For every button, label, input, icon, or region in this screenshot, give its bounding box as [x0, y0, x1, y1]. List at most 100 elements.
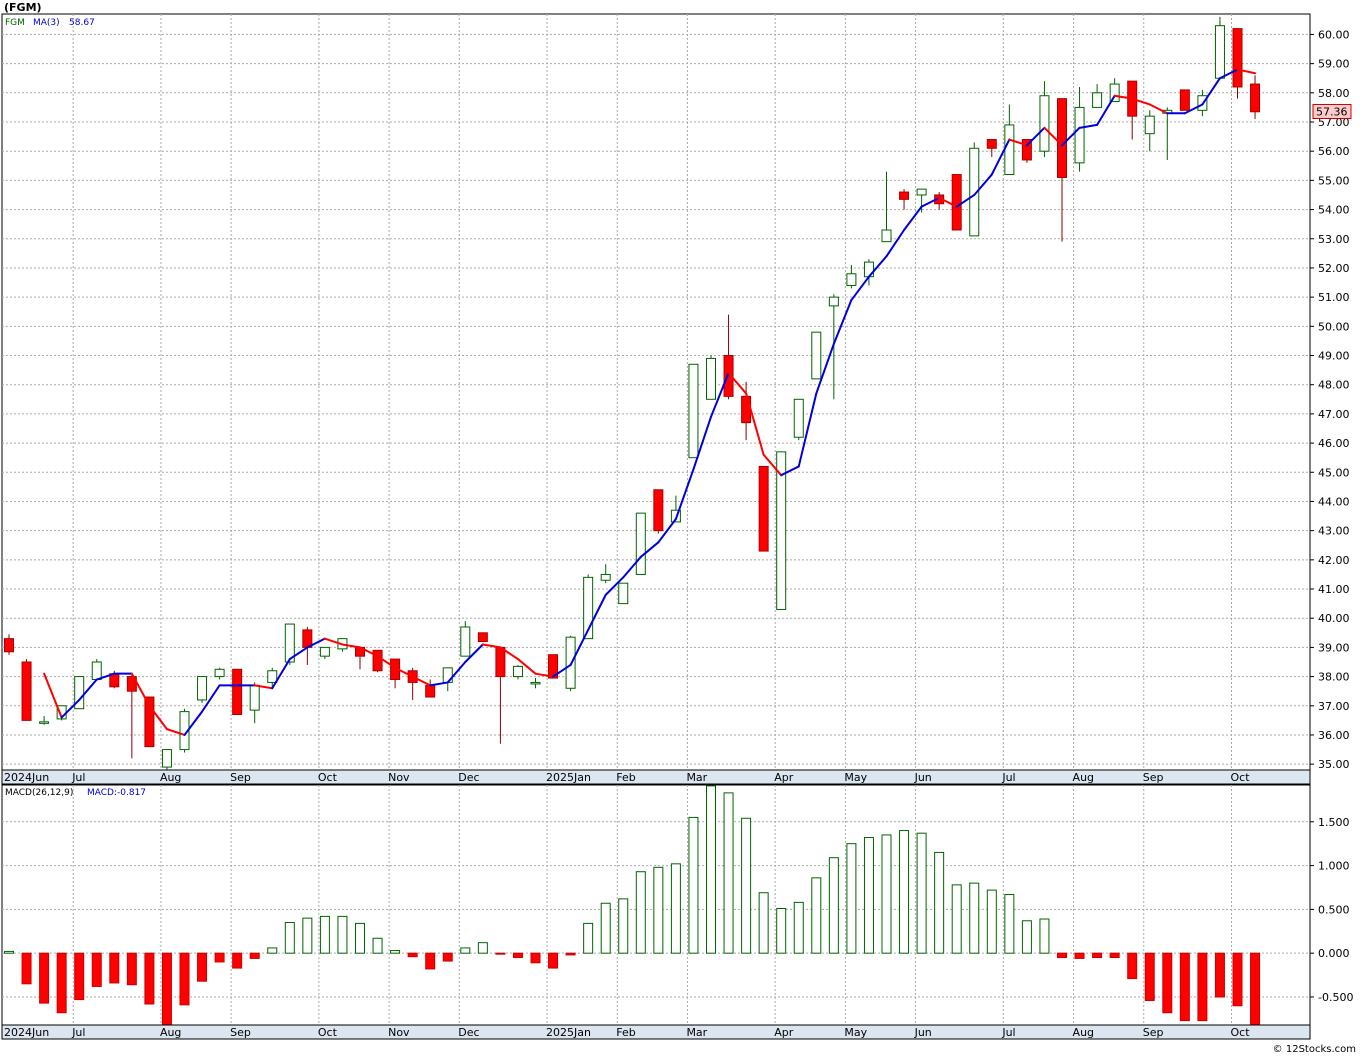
legend-symbol: FGM: [5, 18, 25, 28]
candle-body: [828, 296, 839, 307]
candle: [723, 314, 734, 400]
macd-bar: [91, 952, 102, 987]
macd-bar: [1214, 952, 1225, 998]
month-label: Apr: [774, 771, 794, 784]
candle-body: [495, 646, 506, 678]
ma3-segment: [306, 637, 326, 649]
ma3-segment: [938, 196, 958, 208]
month-label: May: [844, 771, 867, 784]
month-label: Sep: [1143, 771, 1164, 784]
ma3-segment: [692, 415, 712, 471]
candle-body: [1232, 28, 1243, 88]
ma3-segment: [323, 637, 344, 646]
macd-bar: [390, 950, 401, 954]
price-month-labels: 2024Jun Jul Aug Sep Oct Nov Dec 2025Jan Feb Mar Ap…: [4, 771, 1250, 784]
month-label: Mar: [686, 1026, 707, 1039]
candle-body: [723, 355, 734, 397]
macd-bar: [1109, 952, 1120, 959]
macd-y-axis: -0.500 0.000 0.500 1.000 1.500: [1310, 816, 1353, 1004]
candle-body: [741, 395, 752, 424]
candle: [846, 265, 857, 289]
candle-body: [706, 357, 716, 400]
macd-bar: [653, 866, 664, 954]
month-label: Apr: [774, 1026, 794, 1039]
ma3-segment: [516, 658, 537, 675]
ma3-segment: [639, 541, 660, 558]
price-tick-label: 46.00: [1318, 437, 1350, 450]
price-tick-label: 55.00: [1318, 174, 1350, 187]
candle-body: [899, 191, 910, 200]
month-label: 2025Jan: [546, 771, 591, 784]
macd-bar: [934, 851, 945, 954]
macd-bar: [916, 832, 927, 954]
ma3-segment: [727, 372, 748, 395]
month-label: Jun: [914, 1026, 932, 1039]
candle: [4, 634, 14, 655]
month-label: Oct: [1231, 771, 1251, 784]
ma3-segment: [973, 173, 993, 196]
ma3-segment: [1043, 126, 1063, 147]
ma3-segment: [1008, 138, 1028, 147]
price-candles: [4, 16, 1261, 770]
candle-body: [197, 676, 208, 701]
ma3-segment: [376, 655, 397, 669]
ma3-segment: [1183, 103, 1204, 115]
ma3-segment: [534, 672, 555, 678]
ma3-segment: [587, 593, 607, 631]
ma3-segment: [165, 728, 186, 736]
candle-body: [653, 489, 664, 532]
month-label: Aug: [1073, 1026, 1094, 1039]
month-label: Jun: [914, 771, 932, 784]
price-tick-label: 37.00: [1318, 700, 1350, 713]
ma3-segment: [1148, 103, 1169, 115]
candle: [1214, 16, 1225, 79]
macd-bar: [635, 871, 646, 954]
macd-bars: [4, 785, 1261, 1026]
ma3-segment: [604, 576, 625, 596]
candle: [776, 451, 787, 610]
ma3-segment: [1218, 68, 1239, 80]
candle: [530, 678, 541, 689]
month-label: Mar: [686, 771, 707, 784]
candle-body: [916, 188, 927, 196]
ma3-segment: [481, 643, 502, 649]
candle-body: [214, 668, 225, 678]
price-tick-label: 52.00: [1318, 262, 1350, 275]
candle-body: [161, 749, 172, 768]
macd-tick-label: 0.000: [1318, 947, 1350, 960]
macd-tick-label: 1.500: [1318, 816, 1350, 829]
last-price-value: 57.36: [1316, 105, 1348, 118]
month-label: Jul: [71, 1026, 85, 1039]
candle: [1144, 110, 1155, 152]
macd-bar: [1021, 920, 1032, 954]
price-tick-label: 39.00: [1318, 641, 1350, 654]
macd-bar: [1232, 952, 1243, 1007]
macd-bar: [319, 915, 330, 954]
candle-body: [1250, 83, 1261, 113]
price-month-band: [1, 769, 1311, 785]
price-y-axis: 35.00 36.00 37.00 38.00 39.00 40.00 41.00 42.00…: [1310, 28, 1350, 771]
macd-bar: [951, 884, 962, 954]
candle: [460, 621, 471, 657]
macd-bar: [302, 917, 313, 954]
macd-bar: [530, 952, 541, 964]
ma3-segment: [1061, 126, 1081, 147]
candle-body: [1074, 106, 1085, 164]
ma3-segment: [95, 672, 116, 681]
macd-bar: [706, 785, 716, 954]
month-label: May: [844, 1026, 867, 1039]
candle: [1250, 75, 1261, 120]
candle-body: [635, 512, 646, 575]
candle: [91, 659, 102, 681]
candle-body: [512, 665, 523, 678]
candle-body: [284, 623, 295, 663]
candle: [706, 355, 716, 400]
candle: [161, 749, 172, 770]
ma3-segment: [780, 465, 800, 477]
macd-bar: [1074, 952, 1085, 959]
macd-bar: [1197, 952, 1208, 1022]
macd-tick-label: -0.500: [1318, 991, 1353, 1004]
ma3-segment: [201, 684, 221, 713]
price-tick-label: 59.00: [1318, 58, 1350, 71]
candle: [267, 667, 278, 689]
